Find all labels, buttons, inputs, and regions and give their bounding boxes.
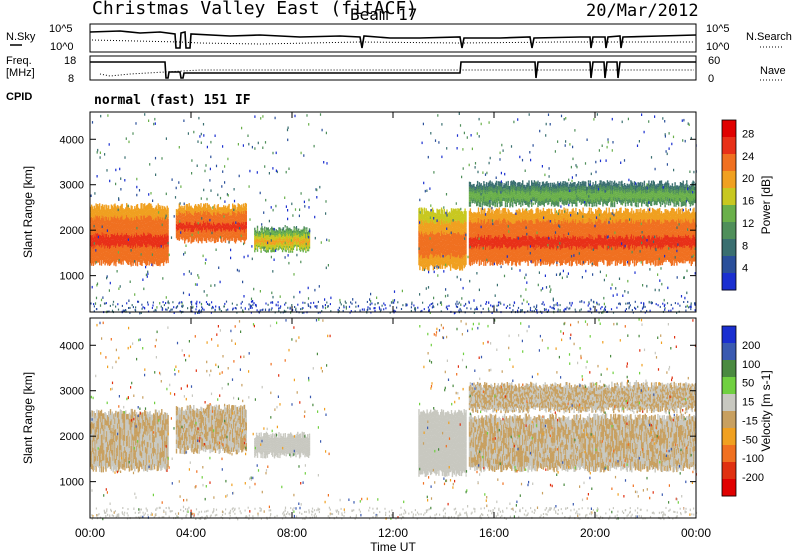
- velocity-band-2: [254, 431, 311, 459]
- power-colorbar-tick: 12: [742, 218, 754, 230]
- power-band-3: [418, 207, 467, 271]
- velocity-colorbar-swatch: [722, 445, 736, 463]
- power-colorbar-swatch: [722, 256, 736, 274]
- velocity-colorbar-swatch: [722, 360, 736, 378]
- power-ytick-label: 1000: [60, 271, 84, 283]
- velocity-ytick-label: 3000: [60, 386, 84, 398]
- power-band-2: [254, 225, 311, 253]
- power-colorbar-tick: 20: [742, 173, 754, 185]
- power-colorbar-tick: 8: [742, 240, 748, 252]
- velocity-colorbar-tick: -100: [742, 453, 764, 465]
- time-axis: 00:00 04:00 08:00 12:00 16:00 20:00 00:00 Time …: [75, 526, 711, 554]
- velocity-ytick-label: 4000: [60, 340, 84, 352]
- power-band-1: [175, 202, 247, 244]
- nsky-strip: [89, 23, 697, 53]
- cpid-text: normal (fast) 151 IF: [94, 93, 251, 108]
- cpid-label: CPID: [6, 91, 32, 103]
- velocity-band-3: [418, 409, 467, 478]
- velocity-colorbar-tick: 50: [742, 378, 754, 390]
- time-tick-label: 04:00: [176, 526, 206, 540]
- power-ylabel: Slant Range [km]: [21, 166, 35, 258]
- velocity-scatter-speckle: [90, 318, 697, 521]
- velocity-colorbar-tick: -15: [742, 415, 758, 427]
- velocity-ytick-label: 1000: [60, 477, 84, 489]
- velocity-colorbar-swatch: [722, 394, 736, 412]
- velocity-colorbar-tick: 15: [742, 397, 754, 409]
- velocity-colorbar-swatch: [722, 428, 736, 446]
- power-colorbar-swatch: [722, 137, 736, 155]
- power-colorbar-swatch: [722, 239, 736, 257]
- nsky-label: N.Sky: [6, 31, 36, 43]
- velocity-colorbar-swatch: [722, 411, 736, 429]
- power-colorbar-tick: 28: [742, 128, 754, 140]
- velocity-ytick-label: 2000: [60, 431, 84, 443]
- nave-trace: [99, 69, 694, 77]
- power-colorbar-label: Power [dB]: [759, 176, 773, 235]
- nave-tick-bottom: 0: [708, 73, 714, 85]
- nsky-tick-bottom: 10^0: [50, 41, 74, 53]
- velocity-band-1: [175, 404, 247, 455]
- time-tick-label: 00:00: [681, 526, 711, 540]
- velocity-colorbar-tick: -50: [742, 434, 758, 446]
- power-panel: 1000 2000 3000 4000 Slant Range [km] 4 8 12 16 20…: [21, 111, 773, 315]
- date-label: 20/Mar/2012: [586, 1, 699, 21]
- freq-trace: [90, 61, 696, 79]
- nsearch-tick-top: 10^5: [706, 23, 730, 35]
- velocity-colorbar-swatch: [722, 377, 736, 395]
- nsearch-tick-bottom: 10^0: [706, 41, 730, 53]
- nsearch-trace: [91, 39, 694, 45]
- nsearch-label: N.Search: [746, 31, 792, 43]
- freq-unit-label: [MHz]: [6, 67, 35, 79]
- time-tick-label: 20:00: [580, 526, 610, 540]
- power-ytick-label: 3000: [60, 180, 84, 192]
- velocity-colorbar: 200 100 50 15 -15 -50 -100 -200 Velocity [m s-1]: [721, 325, 773, 497]
- time-axis-label: Time UT: [370, 540, 416, 554]
- velocity-panel: 1000 2000 3000 4000 Slant Range [km] 200 100 50…: [21, 317, 773, 521]
- power-colorbar-swatch: [722, 171, 736, 189]
- freq-label: Freq.: [6, 55, 32, 67]
- time-tick-label: 16:00: [479, 526, 509, 540]
- power-colorbar-tick: 24: [742, 151, 754, 163]
- freq-tick-top: 18: [64, 55, 76, 67]
- time-tick-label: 12:00: [378, 526, 408, 540]
- power-colorbar-swatch: [722, 273, 736, 291]
- velocity-colorbar-swatch: [722, 343, 736, 361]
- beam-label: Beam 17: [350, 5, 417, 24]
- velocity-colorbar-swatch: [722, 462, 736, 480]
- velocity-colorbar-tick: -200: [742, 472, 764, 484]
- freq-tick-bottom: 8: [68, 73, 74, 85]
- power-ytick-label: 2000: [60, 225, 84, 237]
- power-colorbar-swatch: [722, 222, 736, 240]
- power-colorbar-tick: 16: [742, 196, 754, 208]
- velocity-colorbar-tick: 200: [742, 340, 760, 352]
- power-band-5: [468, 180, 697, 208]
- power-band-4: [468, 207, 697, 267]
- power-colorbar-swatch: [722, 154, 736, 172]
- nsky-trace: [89, 30, 697, 49]
- nsky-tick-top: 10^5: [49, 23, 73, 35]
- station-title: Christmas Valley East (fitACF): [92, 0, 417, 19]
- power-colorbar-swatch: [722, 120, 736, 138]
- velocity-colorbar-swatch: [722, 326, 736, 344]
- power-scatter-speckle: [90, 112, 697, 315]
- power-band-0: [90, 202, 169, 267]
- time-tick-label: 08:00: [277, 526, 307, 540]
- nave-label: Nave: [760, 65, 786, 77]
- power-colorbar: 4 8 12 16 20 24 28 Power [dB]: [721, 119, 773, 291]
- power-colorbar-swatch: [722, 205, 736, 223]
- nave-tick-top: 60: [708, 55, 720, 67]
- power-colorbar-swatch: [722, 188, 736, 206]
- time-tick-label: 00:00: [75, 526, 105, 540]
- freq-strip: [89, 55, 697, 81]
- power-ytick-label: 4000: [60, 134, 84, 146]
- velocity-band-4: [468, 413, 697, 473]
- velocity-colorbar-swatch: [722, 479, 736, 497]
- velocity-ylabel: Slant Range [km]: [21, 372, 35, 464]
- velocity-colorbar-tick: 100: [742, 359, 760, 371]
- power-colorbar-tick: 4: [742, 263, 748, 275]
- velocity-colorbar-label: Velocity [m s-1]: [759, 370, 773, 451]
